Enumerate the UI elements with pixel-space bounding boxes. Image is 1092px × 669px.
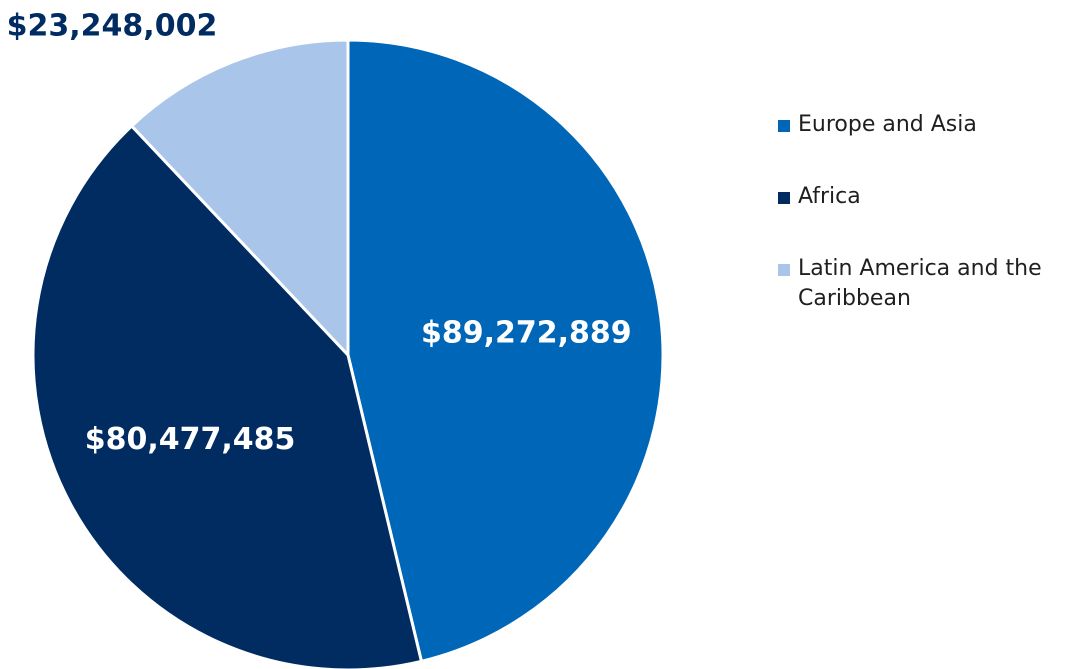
data-label: $89,272,889 — [421, 315, 632, 350]
legend-label: Europe and Asia — [798, 112, 977, 137]
legend-entry: Europe and Asia — [778, 110, 1063, 140]
data-label: $23,248,002 — [7, 9, 218, 44]
legend-swatch — [778, 264, 790, 276]
legend-entry: Latin America and the Caribbean — [778, 254, 1063, 314]
data-label: $80,477,485 — [85, 422, 296, 457]
pie-slice — [129, 38, 350, 359]
legend-label: Africa — [798, 184, 861, 209]
legend-swatch — [778, 120, 790, 132]
pie-slice — [346, 38, 665, 664]
legend-label: Latin America and the Caribbean — [798, 256, 1042, 311]
legend: Europe and Asia Africa Latin America and t… — [778, 110, 1078, 356]
pie-slice — [31, 123, 424, 669]
legend-entry: Africa — [778, 182, 1063, 212]
legend-swatch — [778, 192, 790, 204]
